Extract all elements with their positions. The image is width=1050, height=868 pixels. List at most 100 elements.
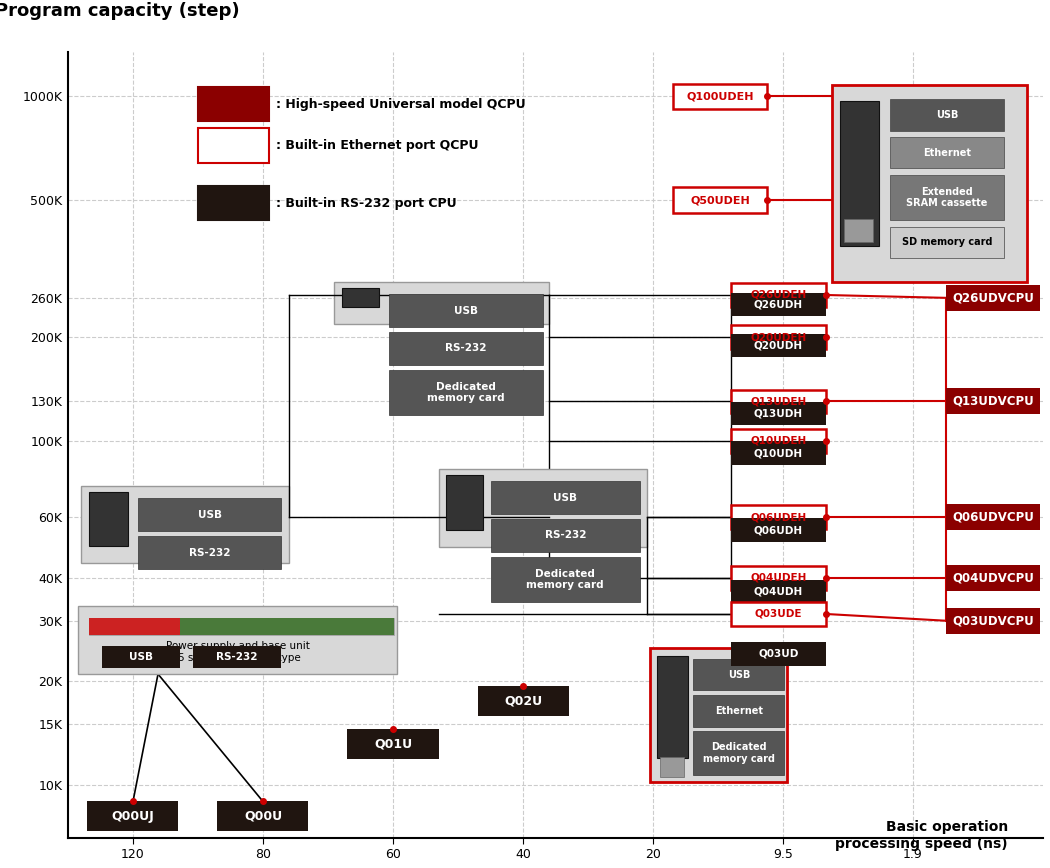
Text: USB: USB [454,306,478,316]
Text: Dedicated
memory card: Dedicated memory card [427,382,505,404]
Text: Q10UDH: Q10UDH [754,448,803,458]
FancyBboxPatch shape [693,695,784,727]
Text: : High-speed Universal model QCPU: : High-speed Universal model QCPU [276,97,526,110]
FancyBboxPatch shape [390,370,543,415]
Text: : Built-in RS-232 port CPU: : Built-in RS-232 port CPU [276,196,457,209]
Text: Ethernet: Ethernet [923,148,971,158]
Text: USB: USB [728,670,750,680]
Text: Q04UDH: Q04UDH [754,587,803,596]
Text: Q06UDVCPU: Q06UDVCPU [952,510,1034,523]
Text: Q13UDEH: Q13UDEH [751,397,806,406]
FancyBboxPatch shape [840,101,879,247]
FancyBboxPatch shape [650,648,786,782]
FancyBboxPatch shape [490,556,640,602]
FancyBboxPatch shape [335,281,549,324]
Text: SD memory card: SD memory card [902,237,992,247]
Text: USB: USB [553,493,578,503]
Text: Q06UDH: Q06UDH [754,525,803,535]
Text: Q06UDEH: Q06UDEH [751,512,806,522]
FancyBboxPatch shape [198,128,270,163]
Text: Q01U: Q01U [374,738,412,751]
Text: Q26UDVCPU: Q26UDVCPU [952,292,1034,305]
FancyBboxPatch shape [139,536,281,569]
FancyBboxPatch shape [198,186,270,220]
FancyBboxPatch shape [844,219,873,242]
FancyBboxPatch shape [87,801,178,832]
Text: Program capacity (step): Program capacity (step) [0,3,239,20]
FancyBboxPatch shape [889,174,1004,220]
Text: Q04UDEH: Q04UDEH [751,573,806,582]
Text: Q03UDVCPU: Q03UDVCPU [952,615,1034,628]
Text: Extended
SRAM cassette: Extended SRAM cassette [906,187,988,208]
FancyBboxPatch shape [139,498,281,531]
Text: RS-232: RS-232 [216,652,257,661]
Text: Q50UDEH: Q50UDEH [690,195,750,205]
FancyBboxPatch shape [657,656,688,759]
Text: Q02U: Q02U [504,694,542,707]
Text: Q26UDH: Q26UDH [754,299,803,309]
FancyBboxPatch shape [731,429,826,452]
FancyBboxPatch shape [731,326,826,349]
Text: Power supply and base unit
(5 slots) integrated type: Power supply and base unit (5 slots) int… [166,641,310,662]
Text: Q00UJ: Q00UJ [111,810,154,823]
FancyBboxPatch shape [889,137,1004,168]
FancyBboxPatch shape [79,607,397,674]
FancyBboxPatch shape [490,519,640,552]
FancyBboxPatch shape [731,642,826,666]
FancyBboxPatch shape [946,285,1041,311]
FancyBboxPatch shape [217,801,309,832]
Text: RS-232: RS-232 [189,548,230,557]
FancyBboxPatch shape [693,732,784,774]
FancyBboxPatch shape [390,294,543,327]
FancyBboxPatch shape [198,87,270,122]
FancyBboxPatch shape [390,332,543,365]
FancyBboxPatch shape [673,84,768,109]
FancyBboxPatch shape [81,486,289,563]
Text: Q100UDEH: Q100UDEH [687,91,754,102]
FancyBboxPatch shape [731,402,826,425]
FancyBboxPatch shape [89,618,181,635]
FancyBboxPatch shape [731,518,826,542]
Text: USB: USB [197,510,222,520]
FancyBboxPatch shape [731,441,826,465]
Text: Q13UDVCPU: Q13UDVCPU [952,395,1034,408]
Text: Dedicated
memory card: Dedicated memory card [702,742,775,764]
Text: RS-232: RS-232 [545,530,586,541]
FancyBboxPatch shape [342,288,379,307]
FancyBboxPatch shape [946,504,1041,530]
FancyBboxPatch shape [889,227,1004,258]
Text: Q13UDH: Q13UDH [754,409,803,418]
FancyBboxPatch shape [193,646,281,667]
FancyBboxPatch shape [946,565,1041,591]
Text: Q20UDEH: Q20UDEH [751,332,806,342]
FancyBboxPatch shape [89,492,128,546]
Text: USB: USB [129,652,153,661]
Text: Ethernet: Ethernet [715,706,763,716]
Text: Q03UD: Q03UD [758,649,799,659]
Text: RS-232: RS-232 [445,344,486,353]
Text: Basic operation
processing speed (ns): Basic operation processing speed (ns) [836,820,1008,851]
Text: Q00U: Q00U [244,810,282,823]
FancyBboxPatch shape [89,618,395,635]
FancyBboxPatch shape [693,659,784,690]
Text: : Built-in Ethernet port QCPU: : Built-in Ethernet port QCPU [276,139,479,152]
FancyBboxPatch shape [731,505,826,529]
FancyBboxPatch shape [731,390,826,413]
Text: Q10UDEH: Q10UDEH [751,436,806,445]
Text: Dedicated
memory card: Dedicated memory card [526,569,604,590]
FancyBboxPatch shape [181,618,395,635]
FancyBboxPatch shape [731,293,826,316]
Text: USB: USB [936,110,958,120]
FancyBboxPatch shape [446,475,483,530]
Text: Q26UDEH: Q26UDEH [751,290,806,300]
FancyBboxPatch shape [833,85,1028,281]
FancyBboxPatch shape [478,686,568,716]
FancyBboxPatch shape [490,481,640,514]
FancyBboxPatch shape [673,187,768,213]
FancyBboxPatch shape [348,729,439,759]
FancyBboxPatch shape [946,389,1041,414]
Text: Q20UDH: Q20UDH [754,340,803,351]
FancyBboxPatch shape [889,99,1004,130]
FancyBboxPatch shape [102,646,180,667]
Text: Q03UDE: Q03UDE [755,609,802,619]
